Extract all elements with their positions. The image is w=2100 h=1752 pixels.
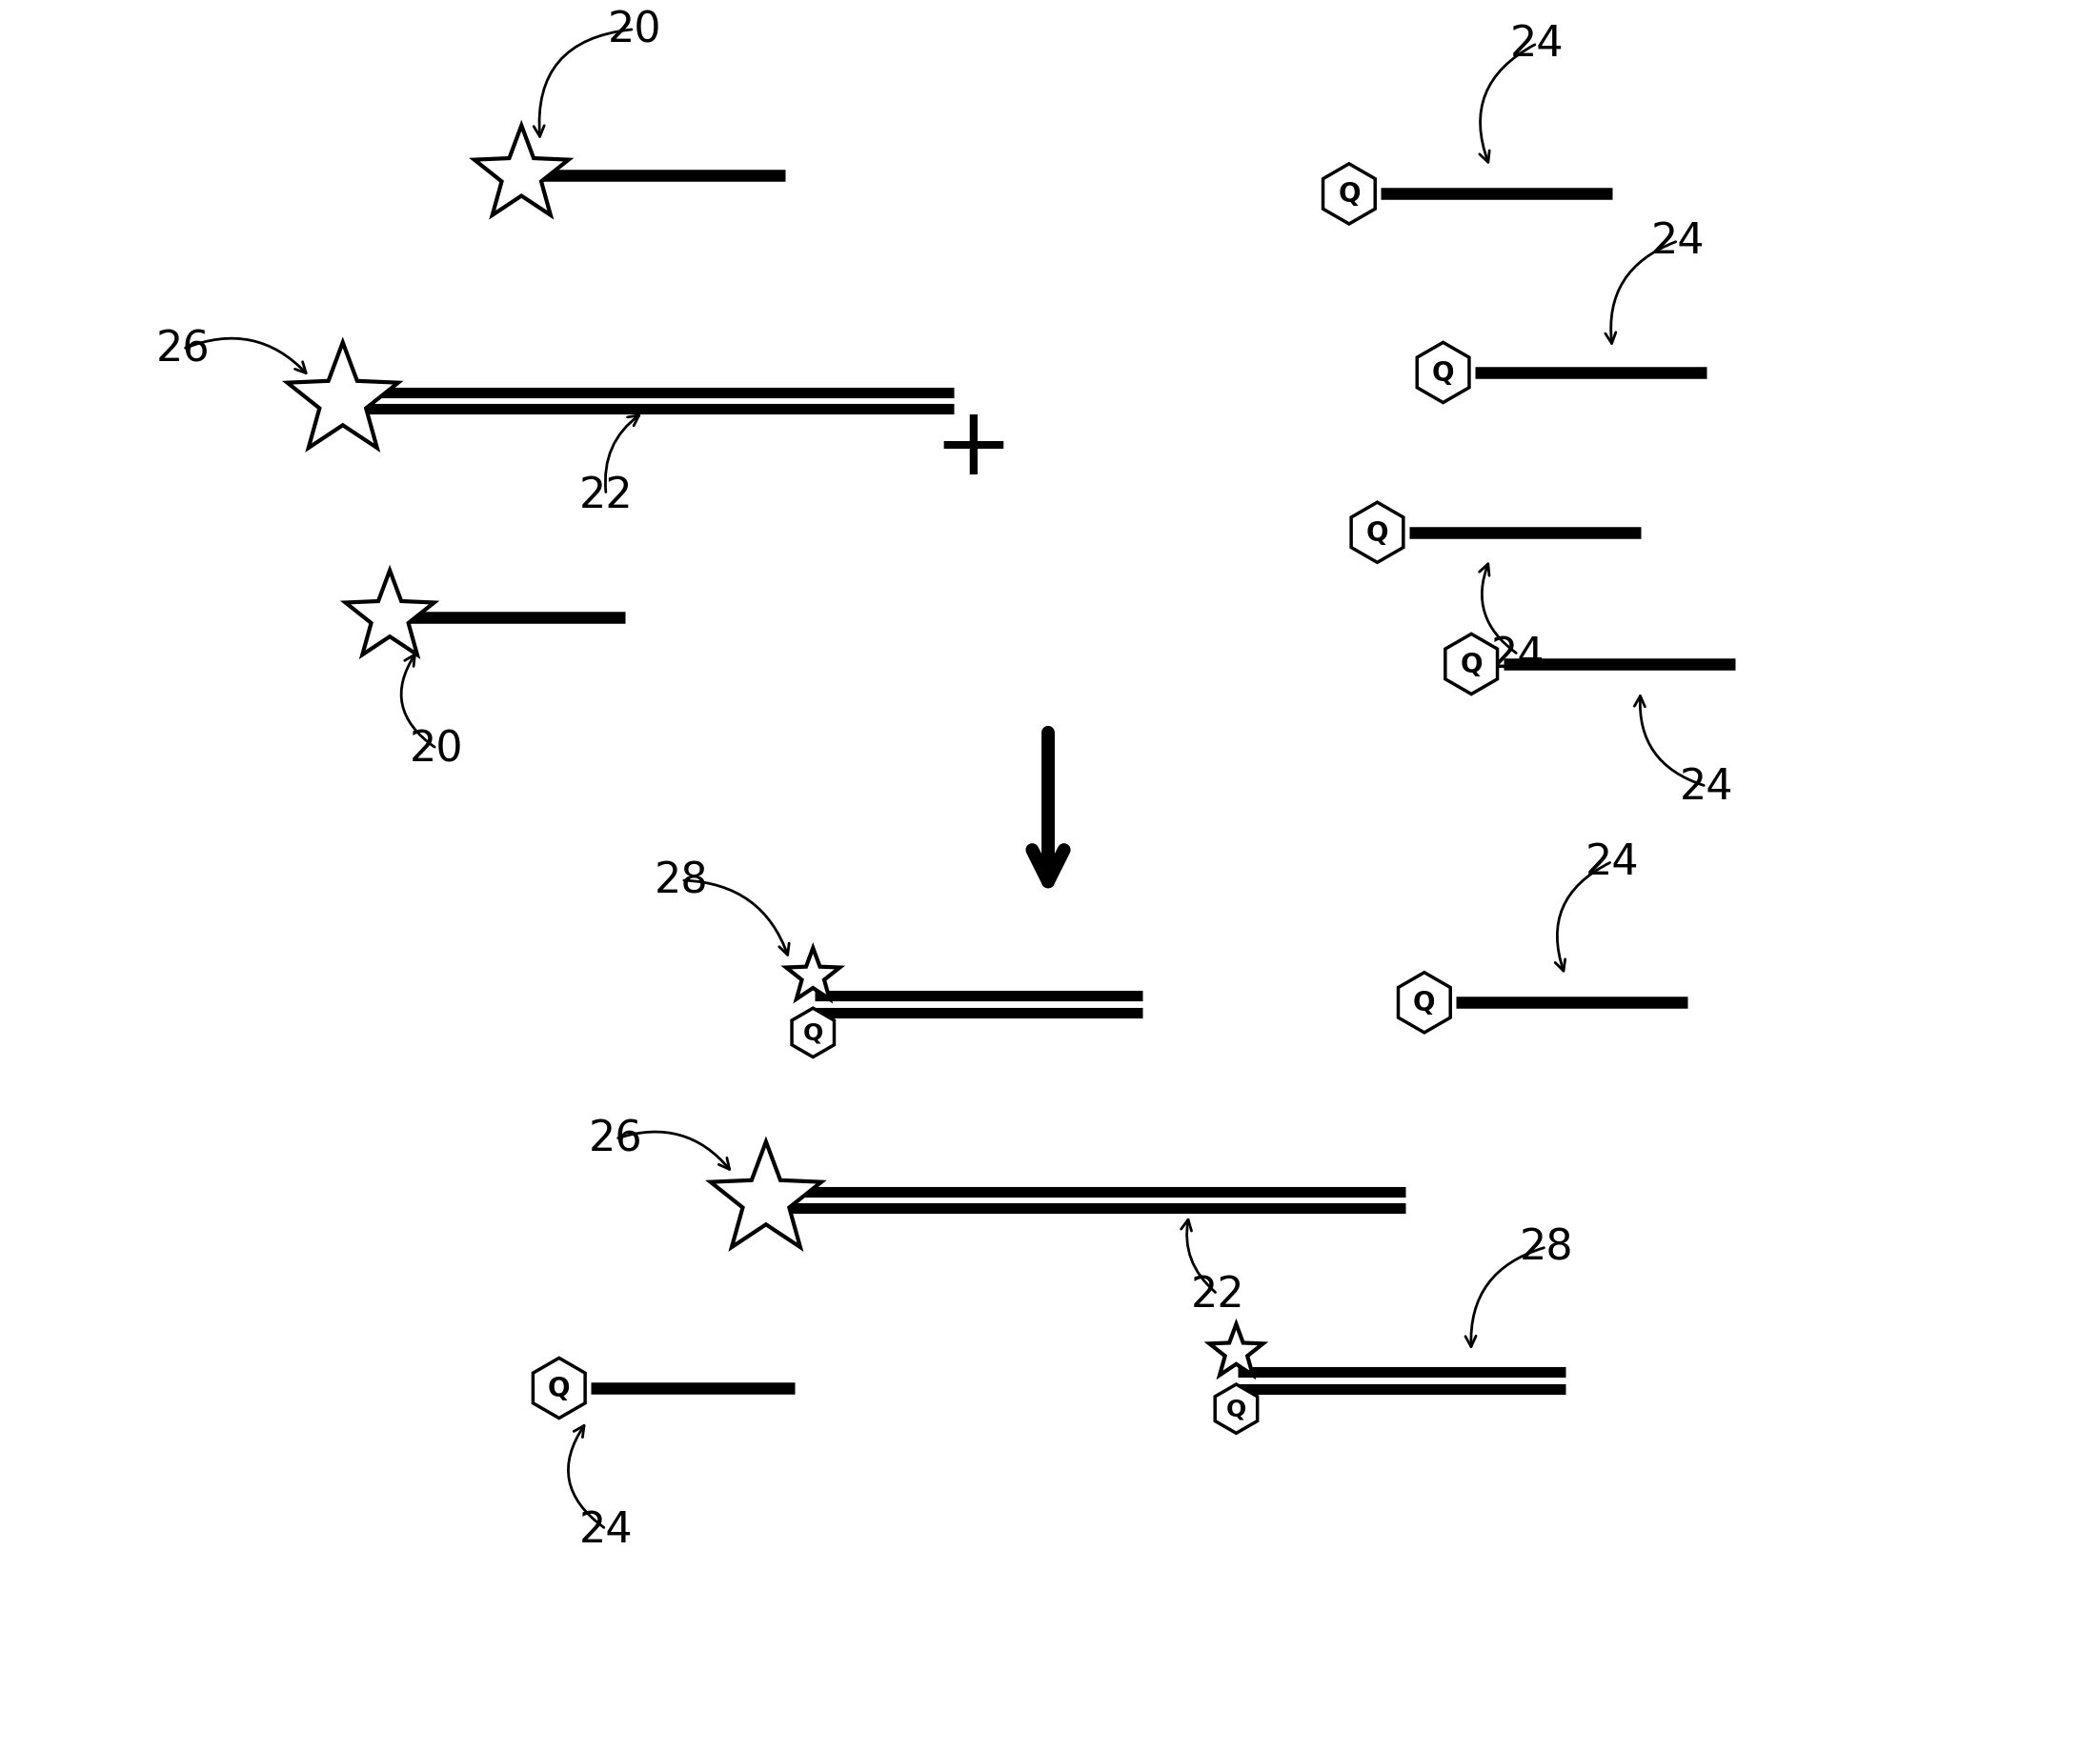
Text: 24: 24: [580, 1508, 632, 1551]
Text: 26: 26: [588, 1120, 643, 1160]
Polygon shape: [475, 126, 569, 215]
Text: 24: 24: [1491, 634, 1546, 676]
Text: Q: Q: [802, 1021, 823, 1044]
Text: Q: Q: [1367, 520, 1388, 547]
Polygon shape: [785, 948, 840, 999]
Text: 24: 24: [1586, 841, 1640, 883]
Text: Q: Q: [1432, 359, 1455, 387]
Polygon shape: [1350, 503, 1403, 562]
Polygon shape: [1216, 1384, 1258, 1433]
Polygon shape: [533, 1358, 586, 1419]
Text: 20: 20: [607, 11, 662, 51]
Text: 24: 24: [1510, 25, 1564, 65]
Text: Q: Q: [1338, 180, 1361, 208]
Text: Q: Q: [1413, 990, 1436, 1016]
Text: Q: Q: [548, 1375, 571, 1402]
Text: 28: 28: [655, 860, 708, 901]
Text: 28: 28: [1520, 1226, 1573, 1268]
Text: 22: 22: [580, 475, 632, 515]
Text: 22: 22: [1191, 1274, 1245, 1314]
Polygon shape: [1418, 343, 1470, 403]
Polygon shape: [792, 1009, 834, 1058]
Text: 20: 20: [410, 729, 464, 769]
Text: +: +: [932, 403, 1012, 494]
Polygon shape: [1210, 1325, 1262, 1375]
Polygon shape: [1323, 165, 1376, 224]
Polygon shape: [710, 1142, 821, 1247]
Polygon shape: [344, 571, 435, 655]
Text: 26: 26: [155, 329, 210, 370]
Polygon shape: [288, 343, 399, 449]
Polygon shape: [1445, 634, 1497, 694]
Polygon shape: [1399, 972, 1451, 1034]
Text: Q: Q: [1226, 1398, 1245, 1421]
Text: 24: 24: [1651, 221, 1705, 263]
Text: 24: 24: [1680, 766, 1732, 808]
Text: Q: Q: [1460, 652, 1483, 678]
